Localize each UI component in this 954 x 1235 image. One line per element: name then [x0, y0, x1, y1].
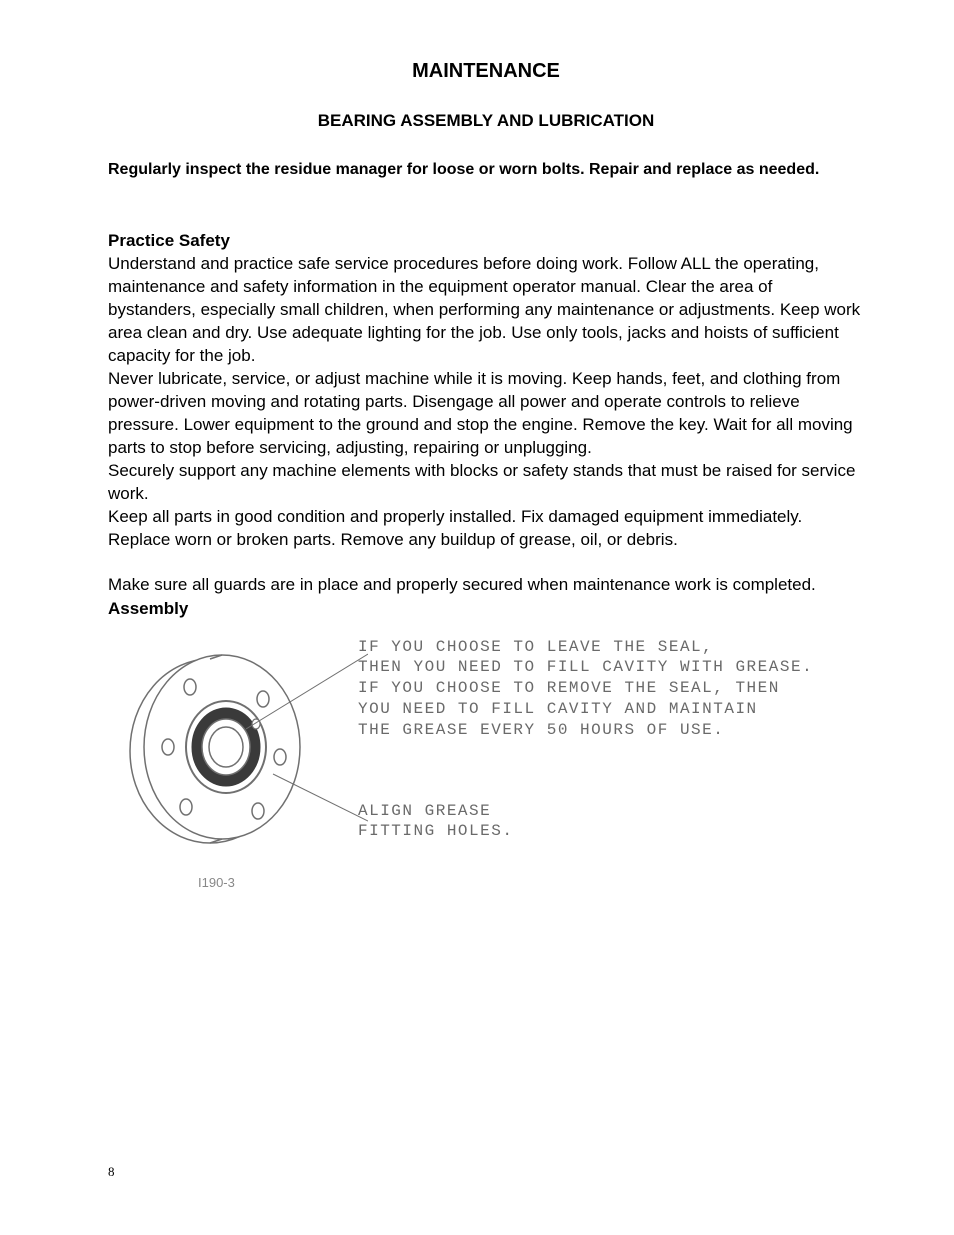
- practice-safety-heading: Practice Safety: [108, 231, 864, 251]
- assembly-heading: Assembly: [108, 599, 864, 619]
- figure-annotations: IF YOU CHOOSE TO LEAVE THE SEAL, THEN YO…: [358, 637, 813, 843]
- page-number: 8: [108, 1164, 115, 1180]
- annotation-line: YOU NEED TO FILL CAVITY AND MAINTAIN: [358, 699, 813, 720]
- body-paragraph-2: Never lubricate, service, or adjust mach…: [108, 368, 864, 460]
- body-paragraph-4: Keep all parts in good condition and pro…: [108, 506, 864, 552]
- section-subtitle: BEARING ASSEMBLY AND LUBRICATION: [108, 111, 864, 131]
- annotation-line: THE GREASE EVERY 50 HOURS OF USE.: [358, 720, 813, 741]
- intro-paragraph: Regularly inspect the residue manager fo…: [108, 159, 864, 181]
- annotation-line: IF YOU CHOOSE TO REMOVE THE SEAL, THEN: [358, 678, 813, 699]
- annotation-line: ALIGN GREASE: [358, 801, 813, 822]
- figure-drawing: I190-3: [108, 629, 368, 890]
- annotation-seal-text: IF YOU CHOOSE TO LEAVE THE SEAL, THEN YO…: [358, 637, 813, 741]
- figure-label: I190-3: [198, 875, 368, 890]
- annotation-line: IF YOU CHOOSE TO LEAVE THE SEAL,: [358, 637, 813, 658]
- annotation-grease-text: ALIGN GREASE FITTING HOLES.: [358, 801, 813, 843]
- page-title: MAINTENANCE: [108, 60, 864, 83]
- body-paragraph-5: Make sure all guards are in place and pr…: [108, 574, 864, 597]
- hub-assembly-svg: [118, 629, 368, 864]
- body-paragraph-1: Understand and practice safe service pro…: [108, 253, 864, 368]
- annotation-line: FITTING HOLES.: [358, 821, 813, 842]
- annotation-line: THEN YOU NEED TO FILL CAVITY WITH GREASE…: [358, 657, 813, 678]
- body-paragraph-3: Securely support any machine elements wi…: [108, 460, 864, 506]
- figure-container: I190-3 IF YOU CHOOSE TO LEAVE THE SEAL, …: [108, 629, 864, 890]
